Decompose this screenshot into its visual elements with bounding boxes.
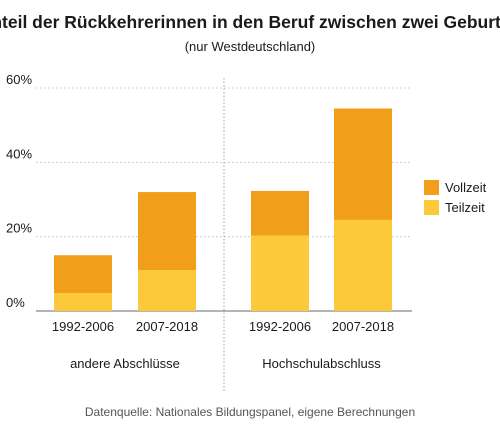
bar-segment-vollzeit — [251, 190, 309, 236]
bar-segment-vollzeit — [54, 255, 112, 294]
bar-segment-vollzeit — [334, 108, 392, 220]
y-tick-label: 20% — [6, 221, 32, 236]
category-label: 1992-2006 — [52, 319, 114, 334]
group-label: Hochschulabschluss — [262, 356, 381, 371]
y-tick-labels: 0% 20% 40% 60% — [6, 72, 32, 310]
chart-title: Anteil der Rückkehrerinnen in den Beruf … — [0, 12, 500, 32]
legend-swatch-teilzeit — [424, 200, 439, 215]
category-labels: 1992-2006 2007-2018 1992-2006 2007-2018 — [52, 319, 394, 334]
legend-swatch-vollzeit — [424, 180, 439, 195]
bar-segment-teilzeit — [334, 219, 392, 311]
source-note: Datenquelle: Nationales Bildungspanel, e… — [85, 405, 415, 419]
bar-segment-teilzeit — [251, 235, 309, 311]
y-tick-label: 40% — [6, 146, 32, 161]
category-label: 2007-2018 — [136, 319, 198, 334]
category-label: 1992-2006 — [249, 319, 311, 334]
legend-label-teilzeit: Teilzeit — [445, 200, 485, 215]
group-labels: andere Abschlüsse Hochschulabschluss — [70, 356, 381, 371]
group-label: andere Abschlüsse — [70, 356, 180, 371]
legend-label-vollzeit: Vollzeit — [445, 180, 487, 195]
legend: Vollzeit Teilzeit — [424, 180, 487, 215]
category-label: 2007-2018 — [332, 319, 394, 334]
bar-segment-teilzeit — [138, 270, 196, 311]
bar-segment-teilzeit — [54, 293, 112, 311]
chart-subtitle: (nur Westdeutschland) — [185, 39, 316, 54]
y-tick-label: 0% — [6, 295, 25, 310]
bar-segment-vollzeit — [138, 192, 196, 271]
bars — [54, 108, 392, 311]
y-tick-label: 60% — [6, 72, 32, 87]
